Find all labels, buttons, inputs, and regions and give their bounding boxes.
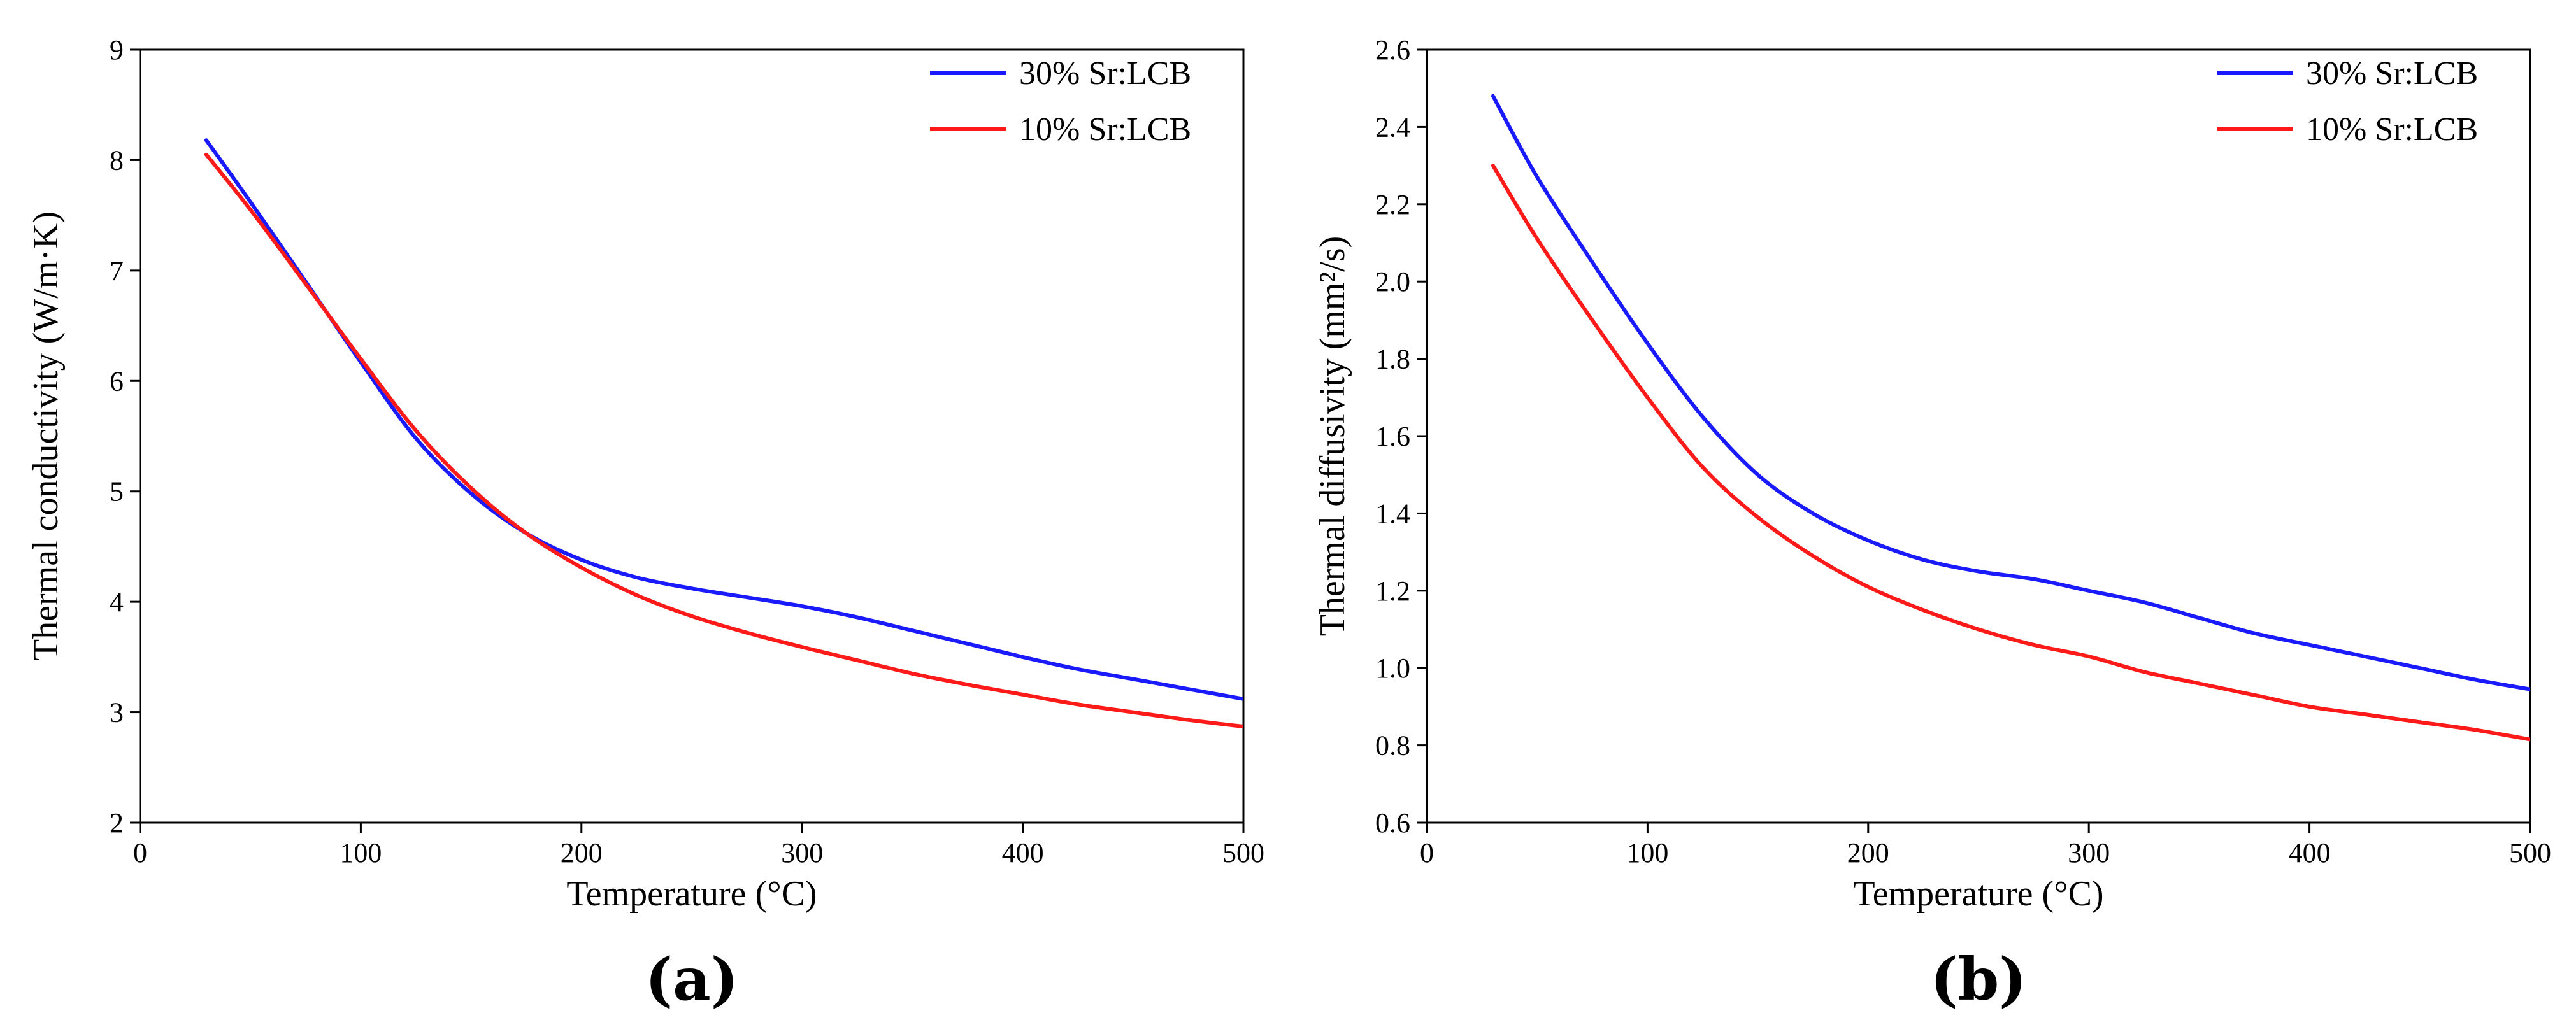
x-tick-label: 100: [1626, 837, 1668, 868]
y-tick-label: 1.4: [1375, 498, 1410, 529]
x-tick-label: 500: [1222, 837, 1264, 868]
plot-frame: [1426, 48, 2531, 824]
legend-label: 10% Sr:LCB: [1019, 111, 1191, 148]
y-tick-label: 2: [110, 807, 124, 839]
legend-label: 30% Sr:LCB: [2306, 55, 2478, 92]
x-tick-label: 0: [1420, 837, 1434, 868]
plot-frame: [139, 48, 1245, 824]
x-tick-label: 300: [781, 837, 823, 868]
x-tick-label: 300: [2068, 837, 2110, 868]
y-tick-label: 1.6: [1375, 421, 1410, 452]
y-tick-label: 7: [110, 255, 124, 287]
y-tick-label: 9: [110, 34, 124, 66]
x-tick-label: 200: [1847, 837, 1889, 868]
x-tick-label: 400: [2289, 837, 2331, 868]
panel-a-thermal-conductivity-chart: 0 100 200 300 400 500 2 3 4 5 6 7 8 9 Temperature (°C)…: [26, 34, 1264, 1014]
y-axis-title: Thermal diffusivity (mm²/s): [1313, 236, 1352, 637]
x-tick-label: 200: [561, 837, 603, 868]
y-tick-label: 2.0: [1375, 266, 1410, 297]
legend-label: 10% Sr:LCB: [2306, 111, 2478, 148]
x-axis-title: Temperature (°C): [566, 874, 817, 914]
x-tick-label: 0: [133, 837, 147, 868]
series-line-10pct-sr-lcb: [204, 152, 1243, 729]
y-tick-label: 2.6: [1375, 34, 1410, 66]
y-tick-label: 3: [110, 697, 124, 728]
y-tick-label: 0.8: [1375, 730, 1410, 761]
x-tick-label: 100: [340, 837, 382, 868]
series-line-10pct-sr-lcb: [1491, 164, 2530, 742]
y-tick-label: 1.8: [1375, 344, 1410, 375]
y-tick-label: 2.2: [1375, 189, 1410, 220]
x-axis-title: Temperature (°C): [1853, 874, 2103, 914]
y-tick-label: 0.6: [1375, 807, 1410, 839]
legend-label: 30% Sr:LCB: [1019, 55, 1191, 92]
series-line-30pct-sr-lcb: [204, 138, 1243, 701]
x-tick-label: 500: [2509, 837, 2551, 868]
y-tick-label: 1.2: [1375, 576, 1410, 607]
y-tick-label: 5: [110, 476, 124, 507]
y-tick-label: 2.4: [1375, 111, 1410, 143]
y-tick-label: 1.0: [1375, 653, 1410, 684]
panel-label: (a): [645, 945, 739, 1014]
y-tick-label: 4: [110, 586, 124, 618]
panel-label: (b): [1930, 945, 2026, 1014]
y-tick-label: 8: [110, 145, 124, 176]
x-tick-label: 400: [1002, 837, 1044, 868]
panel-b-thermal-diffusivity-chart: 0 100 200 300 400 500 0.6 0.8 1.0 1.2 1.4 1.6 1.8 2.0…: [1313, 34, 2551, 1014]
y-axis-title: Thermal conductivity (W/m·K): [26, 211, 66, 661]
series-line-30pct-sr-lcb: [1491, 94, 2530, 691]
y-tick-label: 6: [110, 365, 124, 397]
